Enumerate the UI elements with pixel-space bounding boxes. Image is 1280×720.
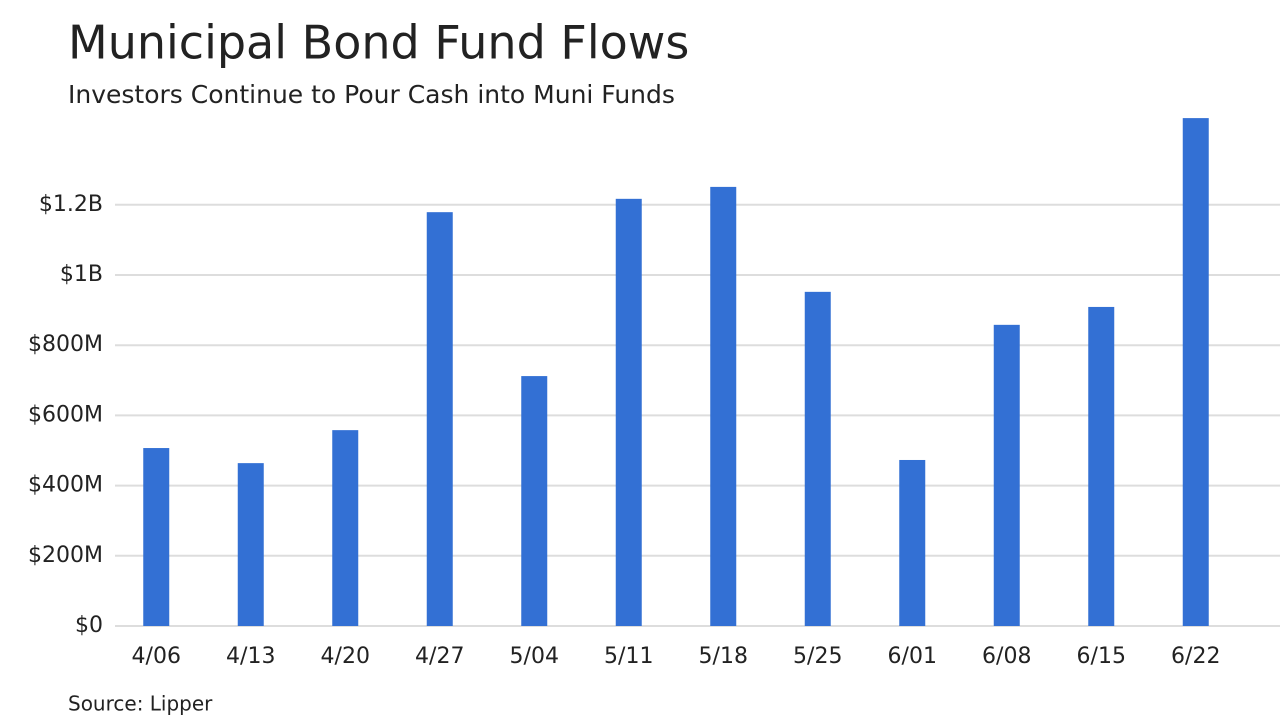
bar	[332, 430, 359, 626]
bar	[521, 376, 548, 626]
chart-subtitle: Investors Continue to Pour Cash into Mun…	[68, 80, 675, 109]
bar	[143, 448, 170, 626]
bar	[426, 212, 453, 626]
chart-title: Municipal Bond Fund Flows	[68, 16, 689, 70]
x-tick-label: 4/06	[132, 644, 181, 669]
y-tick-label: $800M	[28, 332, 103, 357]
y-tick-label: $1B	[60, 262, 103, 287]
y-tick-label: $600M	[28, 402, 103, 427]
source-note: Source: Lipper	[68, 692, 213, 716]
bar	[615, 198, 642, 626]
x-tick-label: 5/18	[699, 644, 748, 669]
y-tick-label: $200M	[28, 543, 103, 568]
x-tick-label: 5/25	[793, 644, 842, 669]
x-tick-label: 4/20	[321, 644, 370, 669]
y-tick-label: $400M	[28, 473, 103, 498]
x-tick-label: 5/04	[510, 644, 559, 669]
bar	[993, 324, 1020, 626]
x-tick-label: 4/27	[415, 644, 464, 669]
bar	[804, 291, 831, 626]
x-tick-label: 6/22	[1171, 644, 1220, 669]
x-tick-label: 5/11	[604, 644, 653, 669]
bar	[1182, 118, 1209, 626]
x-tick-label: 6/15	[1077, 644, 1126, 669]
x-tick-label: 6/08	[982, 644, 1031, 669]
x-tick-label: 6/01	[888, 644, 937, 669]
y-tick-label: $1.2B	[39, 192, 103, 217]
bar	[1088, 306, 1115, 626]
x-tick-label: 4/13	[226, 644, 275, 669]
bar	[899, 459, 926, 626]
y-tick-label: $0	[75, 613, 103, 638]
bar	[237, 463, 264, 626]
bar	[710, 186, 737, 627]
